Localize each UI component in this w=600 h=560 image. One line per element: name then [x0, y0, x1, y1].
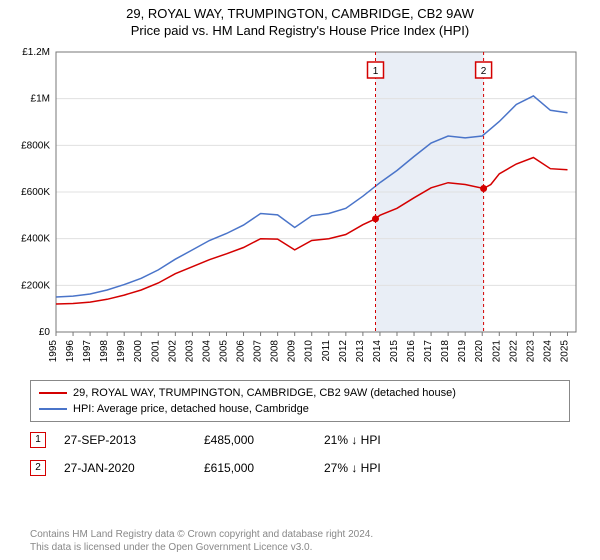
svg-text:2017: 2017 [423, 340, 434, 363]
svg-text:2003: 2003 [184, 340, 195, 363]
svg-text:2008: 2008 [270, 340, 281, 363]
svg-text:2020: 2020 [474, 340, 485, 363]
legend-swatch-property [39, 392, 67, 394]
sale-marker-1: 1 [30, 432, 46, 448]
svg-text:2010: 2010 [304, 340, 315, 363]
svg-text:£1M: £1M [31, 94, 50, 105]
svg-text:2004: 2004 [201, 340, 212, 363]
footer-attribution: Contains HM Land Registry data © Crown c… [30, 528, 373, 554]
svg-text:1995: 1995 [48, 340, 59, 363]
legend-item-property: 29, ROYAL WAY, TRUMPINGTON, CAMBRIDGE, C… [39, 385, 561, 401]
sale-date-2: 27-JAN-2020 [64, 461, 204, 475]
svg-text:2019: 2019 [457, 340, 468, 363]
svg-text:1: 1 [373, 66, 379, 77]
svg-text:2001: 2001 [150, 340, 161, 363]
svg-text:2024: 2024 [542, 340, 553, 363]
svg-text:2021: 2021 [491, 340, 502, 363]
legend: 29, ROYAL WAY, TRUMPINGTON, CAMBRIDGE, C… [30, 380, 570, 422]
svg-text:2005: 2005 [218, 340, 229, 363]
chart-header: 29, ROYAL WAY, TRUMPINGTON, CAMBRIDGE, C… [0, 0, 600, 40]
legend-label-property: 29, ROYAL WAY, TRUMPINGTON, CAMBRIDGE, C… [73, 387, 456, 399]
sale-price-2: £615,000 [204, 461, 324, 475]
svg-text:2016: 2016 [406, 340, 417, 363]
svg-text:£600K: £600K [21, 187, 50, 198]
title-line-2: Price paid vs. HM Land Registry's House … [0, 23, 600, 40]
price-chart: £0 £200K £400K £600K £800K £1M £1.2M 1995 1996 19… [8, 42, 592, 372]
svg-text:£200K: £200K [21, 280, 50, 291]
svg-text:2007: 2007 [253, 340, 264, 363]
svg-text:2013: 2013 [355, 340, 366, 363]
sale-price-1: £485,000 [204, 433, 324, 447]
svg-text:2: 2 [481, 66, 487, 77]
svg-text:1996: 1996 [65, 340, 76, 363]
svg-text:£0: £0 [39, 327, 51, 338]
sale-row-1: 1 27-SEP-2013 £485,000 21% ↓ HPI [30, 426, 570, 454]
svg-text:2018: 2018 [440, 340, 451, 363]
svg-text:£1.2M: £1.2M [22, 47, 50, 58]
title-line-1: 29, ROYAL WAY, TRUMPINGTON, CAMBRIDGE, C… [0, 6, 600, 23]
svg-text:2002: 2002 [167, 340, 178, 363]
legend-label-hpi: HPI: Average price, detached house, Camb… [73, 403, 309, 415]
sale-delta-1: 21% ↓ HPI [324, 433, 464, 447]
svg-text:2006: 2006 [236, 340, 247, 363]
svg-text:£800K: £800K [21, 140, 50, 151]
svg-text:2015: 2015 [389, 340, 400, 363]
svg-text:2012: 2012 [338, 340, 349, 363]
svg-text:2022: 2022 [508, 340, 519, 363]
footer-line-2: This data is licensed under the Open Gov… [30, 541, 373, 554]
svg-text:1999: 1999 [116, 340, 127, 363]
legend-swatch-hpi [39, 408, 67, 410]
svg-text:2011: 2011 [321, 340, 332, 362]
svg-text:2014: 2014 [372, 340, 383, 363]
svg-text:£400K: £400K [21, 234, 50, 245]
svg-text:2000: 2000 [133, 340, 144, 363]
svg-text:1997: 1997 [82, 340, 93, 363]
svg-text:2009: 2009 [287, 340, 298, 363]
legend-item-hpi: HPI: Average price, detached house, Camb… [39, 401, 561, 417]
sale-date-1: 27-SEP-2013 [64, 433, 204, 447]
sales-table: 1 27-SEP-2013 £485,000 21% ↓ HPI 2 27-JA… [30, 426, 570, 482]
sale-row-2: 2 27-JAN-2020 £615,000 27% ↓ HPI [30, 454, 570, 482]
svg-text:1998: 1998 [99, 340, 110, 363]
sale-delta-2: 27% ↓ HPI [324, 461, 464, 475]
svg-text:2023: 2023 [525, 340, 536, 363]
svg-text:2025: 2025 [559, 340, 570, 363]
sale-marker-2: 2 [30, 460, 46, 476]
footer-line-1: Contains HM Land Registry data © Crown c… [30, 528, 373, 541]
